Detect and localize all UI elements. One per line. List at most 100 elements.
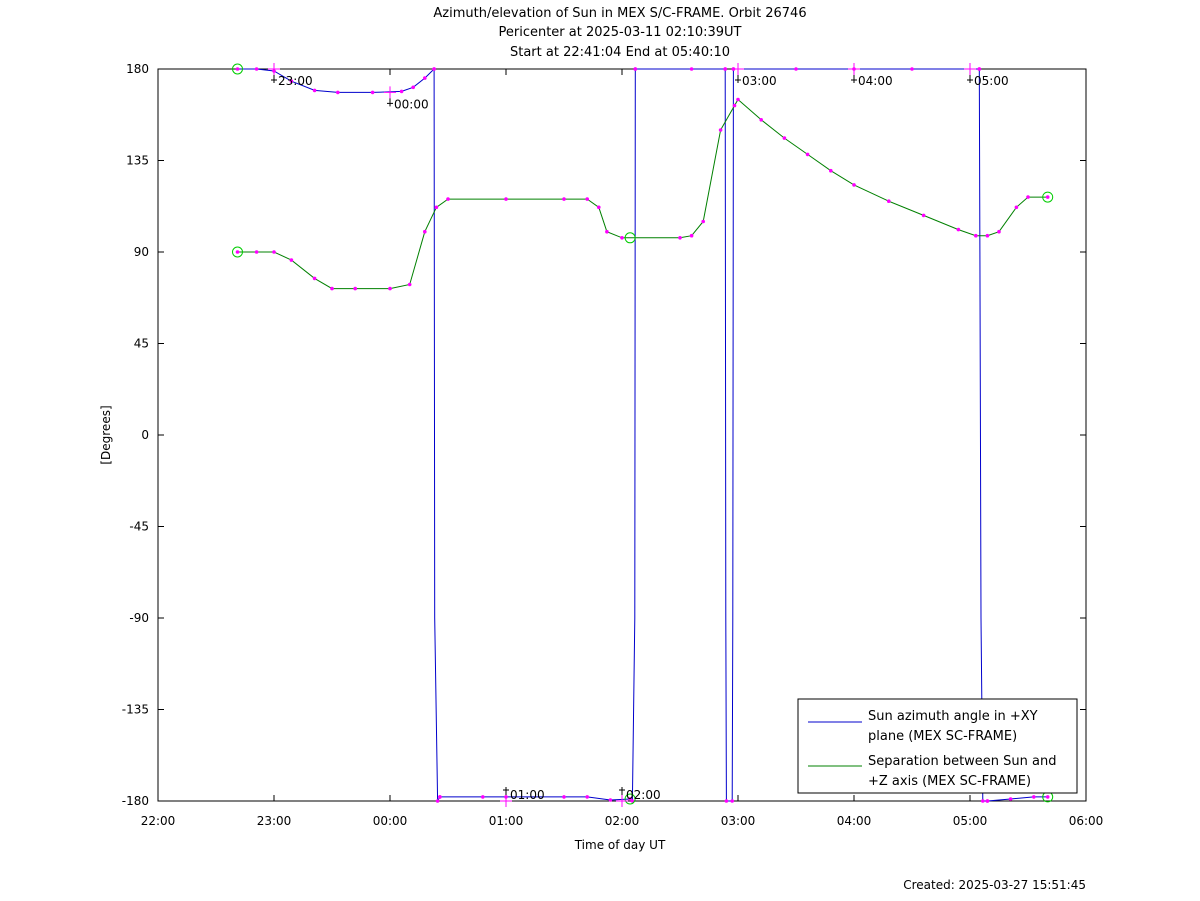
azimuth-marker [1008,797,1013,801]
separation-marker [423,229,427,234]
separation-marker [829,168,833,173]
chart-title-line-2: Pericenter at 2025-03-11 02:10:39UT [498,25,741,40]
y-tick-label: 135 [126,154,149,168]
separation-marker [678,236,682,240]
legend-box [797,698,1078,794]
separation-marker [1014,205,1019,210]
azimuth-marker [977,67,982,71]
chart-title-line-1: Azimuth/elevation of Sun in MEX S/C-FRAM… [433,6,806,21]
legend: Sun azimuth angle in +XY plane (MEX SC-F… [797,698,1078,794]
separation-marker [620,236,624,240]
legend-label-azimuth-2: plane (MEX SC-FRAME) [868,729,1017,744]
x-tick-label: 05:00 [953,814,988,828]
separation-marker [597,205,601,210]
azimuth-marker [910,67,914,71]
separation-marker [956,227,961,232]
separation-line [237,98,1048,290]
y-axis-label: [Degrees] [99,405,113,464]
azimuth-marker [235,67,240,71]
azimuth-marker [633,67,638,71]
azimuth-marker [254,67,259,71]
separation-marker [504,197,508,201]
separation-marker [330,286,334,291]
hour-annotations: 23:00 00:00 01:00 02:00 03:00 04:00 05:00 [268,63,1009,807]
azimuth-marker [1032,795,1036,799]
legend-label-separation-2: +Z axis (MEX SC-FRAME) [868,774,1031,789]
azimuth-marker [399,89,404,94]
separation-marker [974,233,978,238]
separation-marker [605,229,609,234]
azimuth-marker [435,799,440,803]
azimuth-marker [336,90,340,95]
y-tick-labels: 180 135 90 45 0 -45 -90 -135 -180 [122,62,149,808]
separation-marker [689,233,694,238]
azimuth-marker [481,795,485,799]
azimuth-marker [562,795,566,799]
azimuth-marker [585,795,589,799]
y-tick-label: 0 [141,428,149,442]
azimuth-marker [985,799,990,803]
plot-frame [157,68,1087,802]
azimuth-line-segment [724,68,734,802]
x-tick-label: 02:00 [605,814,640,828]
created-timestamp: Created: 2025-03-27 15:51:45 [903,878,1086,892]
x-tick-label: 01:00 [489,814,524,828]
hour-label: 03:00 [742,74,777,88]
y-tick-label: 45 [134,337,149,351]
separation-marker [736,97,740,102]
legend-label-azimuth-1: Sun azimuth angle in +XY [868,709,1038,724]
azimuth-marker [312,88,317,93]
hour-label: 01:00 [510,788,545,802]
separation-marker [997,229,1001,234]
y-tick-label: -135 [122,703,149,717]
x-tick-label: 23:00 [257,814,292,828]
azimuth-marker [608,798,613,802]
separation-marker [353,286,358,291]
separation-marker [446,197,450,201]
separation-marker [388,286,392,291]
legend-label-separation-1: Separation between Sun and [868,754,1056,769]
hour-label: 00:00 [394,97,429,111]
y-tick-label: 90 [134,245,149,259]
azimuth-marker [981,799,985,803]
separation-marker [254,250,259,254]
hour-label: 05:00 [974,74,1009,88]
separation-marker [434,205,439,210]
azimuth-marker [370,90,375,95]
azimuth-marker [689,67,694,71]
azimuth-line-segment [433,68,441,803]
y-tick-label: -180 [122,794,149,808]
azimuth-line-segment [987,796,1048,802]
azimuth-marker [438,795,442,799]
hour-label: 02:00 [626,788,661,802]
azimuth-marker [724,799,729,803]
azimuth-marker [630,799,635,803]
azimuth-marker [794,67,798,71]
series-layer [232,63,1054,805]
endpoint-circle [624,793,636,805]
azimuth-marker [730,799,734,803]
separation-marker [718,128,723,132]
y-tick-label: -45 [129,520,149,534]
x-tick-label: 00:00 [373,814,408,828]
azimuth-marker [723,67,727,71]
separation-marker [782,136,787,140]
x-tick-label: 22:00 [141,814,176,828]
x-tick-labels: 22:00 23:00 00:00 01:00 02:00 03:00 04:00 05:00… [141,814,1104,828]
separation-marker [732,103,737,108]
azimuth-line-segment [629,68,636,803]
hour-label: 23:00 [278,74,313,88]
separation-marker [407,282,412,287]
separation-marker [289,258,294,262]
axis-ticks [157,68,1087,802]
separation-marker [921,213,926,218]
chart-title-line-3: Start at 22:41:04 End at 05:40:10 [510,45,730,60]
y-tick-label: 180 [126,62,149,76]
separation-marker [1026,195,1030,199]
y-tick-label: -90 [129,611,149,625]
separation-marker [805,152,810,157]
separation-marker [562,197,566,201]
azimuth-line-segment [237,68,435,93]
endpoint-circle [624,232,636,244]
